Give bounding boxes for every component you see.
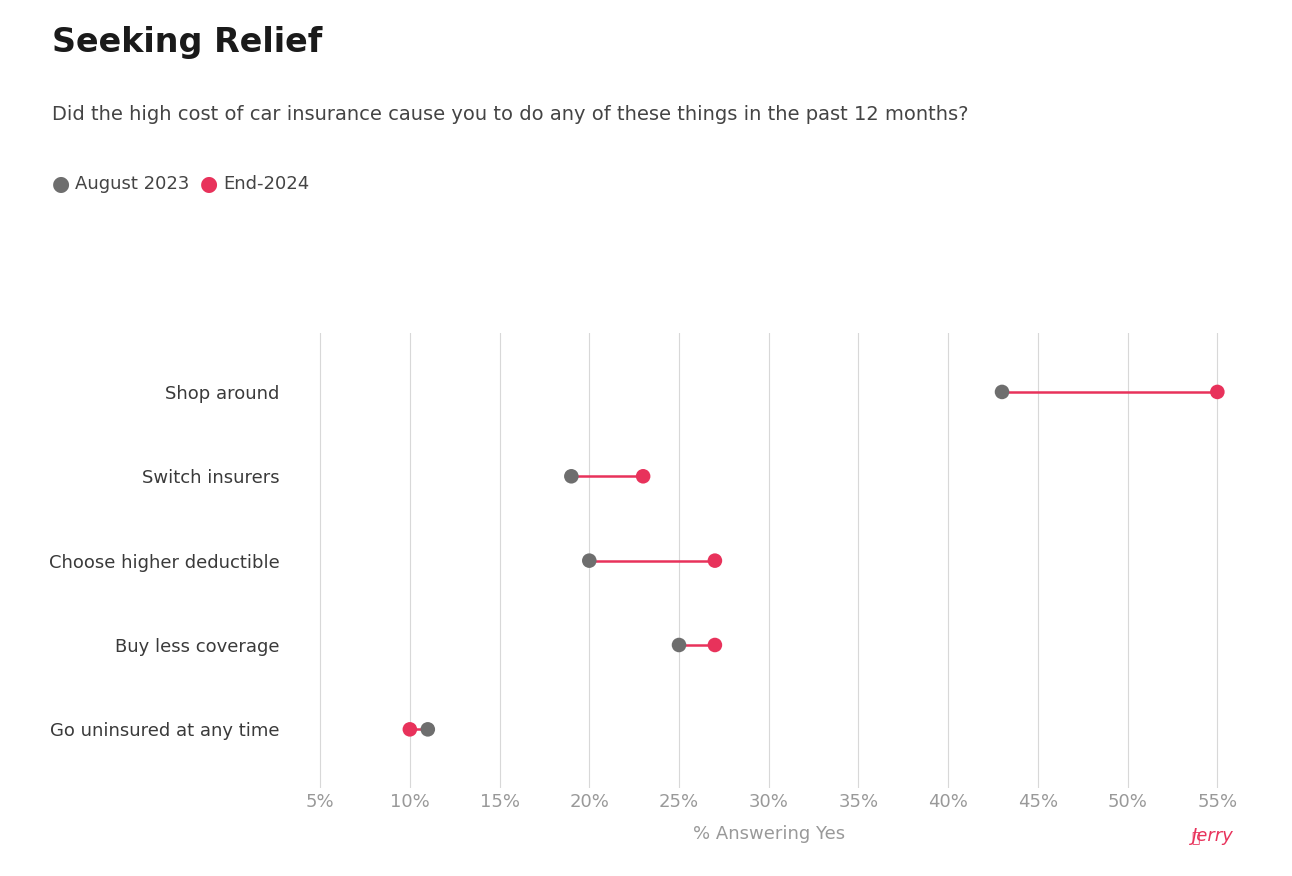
Text: August 2023: August 2023 (75, 175, 190, 193)
Point (633, 470, 654, 484)
Point (417, 723, 438, 737)
Point (704, 554, 725, 568)
Point (579, 554, 599, 568)
Text: End-2024: End-2024 (224, 175, 310, 193)
Text: Seeking Relief: Seeking Relief (52, 26, 322, 60)
Point (1207, 385, 1227, 399)
Point (704, 638, 725, 652)
Point (669, 638, 690, 652)
Point (561, 470, 581, 484)
X-axis label: % Answering Yes: % Answering Yes (693, 825, 845, 843)
Text: ⭯: ⭯ (1191, 831, 1199, 845)
Text: ●: ● (200, 174, 218, 194)
Point (399, 723, 420, 737)
Text: Did the high cost of car insurance cause you to do any of these things in the pa: Did the high cost of car insurance cause… (52, 105, 968, 124)
Point (992, 385, 1013, 399)
Text: ●: ● (52, 174, 70, 194)
Text: Jerry: Jerry (1193, 827, 1234, 845)
